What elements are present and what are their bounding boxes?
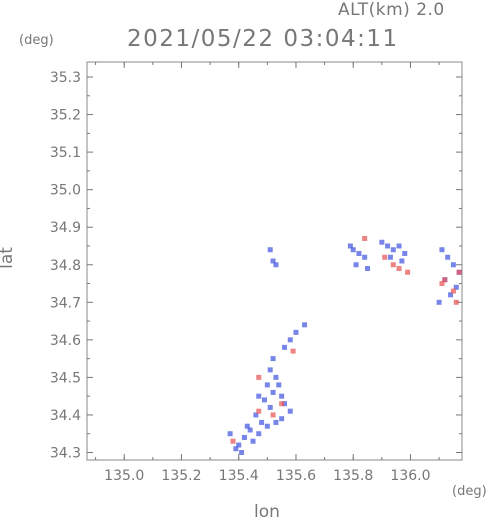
x-tick-label: 136.0 xyxy=(390,468,430,484)
data-point xyxy=(353,262,359,268)
data-point xyxy=(287,337,293,343)
data-point xyxy=(267,367,273,373)
data-point xyxy=(379,239,385,245)
data-point xyxy=(390,247,396,253)
data-point xyxy=(273,262,279,268)
y-tick-label: 35.0 xyxy=(50,183,81,199)
data-point xyxy=(453,299,459,305)
data-point xyxy=(290,348,296,354)
data-point xyxy=(450,262,456,268)
x-axis-label: lon xyxy=(254,502,280,522)
data-point xyxy=(293,329,299,335)
data-point xyxy=(396,266,402,272)
timestamp-title: 2021/05/22 03:04:11 xyxy=(127,26,399,52)
y-tick-label: 34.9 xyxy=(50,220,81,236)
data-point xyxy=(236,442,242,448)
y-tick-label: 35.1 xyxy=(50,145,81,161)
data-point xyxy=(259,419,265,425)
data-point xyxy=(270,258,276,264)
data-point xyxy=(350,247,356,253)
y-tick-label: 34.7 xyxy=(50,295,81,311)
data-point xyxy=(282,401,288,407)
data-point xyxy=(385,243,391,249)
y-tick-label: 34.3 xyxy=(50,445,81,461)
data-point xyxy=(276,382,282,388)
data-point xyxy=(261,397,267,403)
data-point xyxy=(439,281,445,287)
x-tick-label: 135.8 xyxy=(333,468,373,484)
data-point xyxy=(365,266,371,272)
data-point xyxy=(247,427,253,433)
data-point xyxy=(270,412,276,418)
data-point xyxy=(241,434,247,440)
y-tick-label: 35.2 xyxy=(50,108,81,124)
data-point xyxy=(387,254,393,260)
x-axis-unit: (deg) xyxy=(452,484,487,499)
data-point xyxy=(402,250,408,256)
x-tick-label: 135.2 xyxy=(161,468,201,484)
data-point xyxy=(282,344,288,350)
data-point xyxy=(264,423,270,429)
data-point xyxy=(450,288,456,294)
data-point xyxy=(396,243,402,249)
data-point xyxy=(382,254,388,260)
data-point xyxy=(456,269,462,275)
data-point xyxy=(250,438,256,444)
data-point xyxy=(239,449,245,455)
data-point xyxy=(279,393,285,399)
y-tick-label: 34.5 xyxy=(50,370,81,386)
data-point xyxy=(362,235,368,241)
data-point xyxy=(439,247,445,253)
data-point xyxy=(256,431,262,437)
data-point xyxy=(347,243,353,249)
data-point xyxy=(448,292,454,298)
x-tick-label: 135.4 xyxy=(219,468,259,484)
data-point xyxy=(270,389,276,395)
y-tick-label: 35.3 xyxy=(50,70,81,86)
y-tick-label: 34.4 xyxy=(50,408,81,424)
data-point xyxy=(267,247,273,253)
axis-ticks: 135.0 135.2 135.4 135.6 135.8 136.0 34.3 34.4 34… xyxy=(50,62,462,484)
plot-frame xyxy=(86,61,463,461)
data-point xyxy=(253,412,259,418)
data-point xyxy=(453,284,459,290)
data-point xyxy=(302,322,308,328)
data-point xyxy=(436,299,442,305)
data-point xyxy=(442,277,448,283)
data-point xyxy=(445,254,451,260)
y-tick-label: 34.8 xyxy=(50,258,81,274)
data-points xyxy=(227,235,462,455)
data-point xyxy=(390,262,396,268)
data-point xyxy=(362,254,368,260)
data-point xyxy=(267,404,273,410)
data-point xyxy=(279,401,285,407)
data-point xyxy=(244,423,250,429)
data-point xyxy=(230,438,236,444)
data-point xyxy=(256,374,262,380)
data-point xyxy=(405,269,411,275)
data-point xyxy=(273,374,279,380)
x-tick-label: 135.6 xyxy=(276,468,316,484)
data-point xyxy=(256,393,262,399)
data-point xyxy=(273,419,279,425)
data-point xyxy=(227,431,233,437)
y-tick-label: 34.6 xyxy=(50,333,81,349)
y-axis-unit: (deg) xyxy=(19,33,54,48)
data-point xyxy=(264,382,270,388)
x-tick-label: 135.0 xyxy=(104,468,144,484)
data-point xyxy=(233,446,239,452)
data-point xyxy=(356,250,362,256)
data-point xyxy=(270,356,276,362)
data-point xyxy=(399,258,405,264)
data-point xyxy=(256,408,262,414)
data-point xyxy=(279,416,285,422)
altitude-label: ALT(km) 2.0 xyxy=(338,0,445,20)
data-point xyxy=(287,408,293,414)
